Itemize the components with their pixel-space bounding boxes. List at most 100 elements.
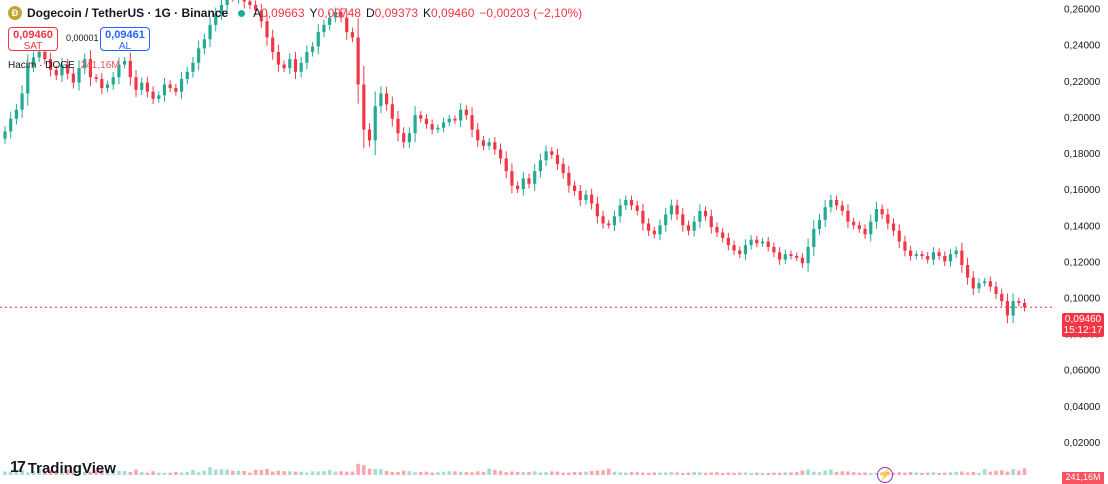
volume-bar [276, 470, 281, 475]
candle-body [299, 62, 303, 72]
volume-bar [914, 472, 919, 475]
sell-button[interactable]: 0,09460 SAT [8, 27, 58, 52]
volume-bar [196, 472, 201, 475]
volume-bar [441, 471, 446, 475]
candle-body [795, 255, 799, 258]
tradingview-logo[interactable]: 17 TradingView [10, 459, 116, 477]
volume-bar [567, 472, 571, 475]
candle-body [145, 82, 149, 92]
y-tick-label: 0,02000 [1064, 438, 1101, 449]
candle-body [533, 171, 537, 184]
symbol-title[interactable]: Dogecoin / TetherUS · 1G · Binance [27, 6, 229, 20]
volume-bar [105, 469, 110, 475]
candle-body [823, 207, 827, 220]
candle-body [66, 64, 70, 74]
volume-bar [857, 472, 862, 475]
volume-bar [139, 472, 144, 475]
volume-bar [265, 468, 269, 475]
candle-body [721, 232, 725, 238]
volume-bar [362, 465, 366, 475]
volume-bar [179, 472, 184, 475]
volume-bar [777, 472, 782, 475]
candle-body [43, 51, 47, 60]
volume-bar [737, 472, 742, 475]
volume-legend[interactable]: Hacim · DOGE 241,16M [8, 60, 120, 71]
candle-body [937, 252, 941, 256]
volume-bar [453, 471, 457, 475]
candle-body [669, 205, 673, 215]
y-tick-label: 0,04000 [1064, 402, 1101, 413]
volume-bar [418, 471, 423, 475]
candle-body [276, 51, 280, 65]
candle-body [618, 205, 622, 217]
volume-bar [680, 472, 685, 475]
volume-bar [174, 471, 178, 475]
buy-button[interactable]: 0,09461 AL [100, 27, 150, 52]
candle-body [282, 64, 286, 69]
candle-body [578, 190, 582, 200]
candle-body [783, 254, 787, 260]
volume-bar [350, 471, 355, 475]
candle-body [869, 221, 873, 235]
volume-bar [413, 472, 417, 475]
volume-bar [982, 469, 987, 475]
volume-bar [208, 467, 212, 475]
volume-bar [424, 471, 429, 475]
volume-bar [783, 472, 788, 475]
candle-body [766, 241, 770, 247]
volume-bar [82, 471, 87, 475]
candle-body [453, 118, 457, 121]
candle-body [424, 118, 429, 125]
candle-body [772, 246, 776, 253]
candle-body [459, 109, 463, 121]
candle-body [310, 46, 315, 52]
spread-value: 0,00001 [66, 33, 99, 43]
lightning-icon[interactable]: ⚡ [877, 467, 893, 483]
dogecoin-coin-icon[interactable]: Ð [8, 6, 22, 20]
volume-bar [333, 471, 338, 475]
volume-bar [430, 472, 434, 475]
candle-body [652, 230, 656, 235]
volume-bar [111, 471, 116, 475]
volume-bar [396, 471, 400, 475]
sell-price: 0,09460 [13, 29, 53, 41]
candle-body [931, 252, 935, 260]
volume-bar [510, 471, 514, 475]
candle-body [356, 37, 360, 85]
candle-body [550, 151, 554, 155]
candle-body [960, 250, 964, 265]
volume-bar [652, 472, 657, 475]
volume-bar [686, 472, 691, 475]
volume-bar [3, 471, 7, 475]
candle-body [9, 118, 13, 132]
tradingview-mark-icon: 17 [10, 459, 26, 476]
volume-bar [390, 471, 395, 475]
candle-body [681, 214, 685, 226]
volume-bar [532, 471, 537, 475]
candle-body [430, 124, 434, 130]
volume-bar [709, 472, 714, 475]
candle-body [977, 283, 981, 289]
price-axis[interactable]: 0,26000 0,24000 0,22000 0,20000 0,18000 0,160… [1064, 5, 1101, 449]
candle-body [920, 254, 924, 256]
volume-bar [94, 470, 98, 475]
volume-bar [14, 472, 19, 475]
candle-body [1005, 301, 1010, 316]
volume-bar [504, 472, 509, 475]
candle-body [891, 223, 896, 231]
volume-bar [344, 471, 349, 475]
volume-bar [977, 472, 981, 475]
candle-body [983, 281, 987, 284]
candle-body [926, 255, 930, 260]
candle-body [293, 59, 298, 72]
volume-bar [77, 473, 81, 475]
candle-body [265, 21, 269, 38]
candle-body [407, 133, 411, 143]
volume-bar [965, 472, 970, 475]
volume-bar [327, 470, 332, 475]
candle-body [641, 210, 645, 224]
volume-bar [549, 471, 554, 475]
volume-bar [641, 472, 645, 475]
candle-body [846, 210, 850, 222]
